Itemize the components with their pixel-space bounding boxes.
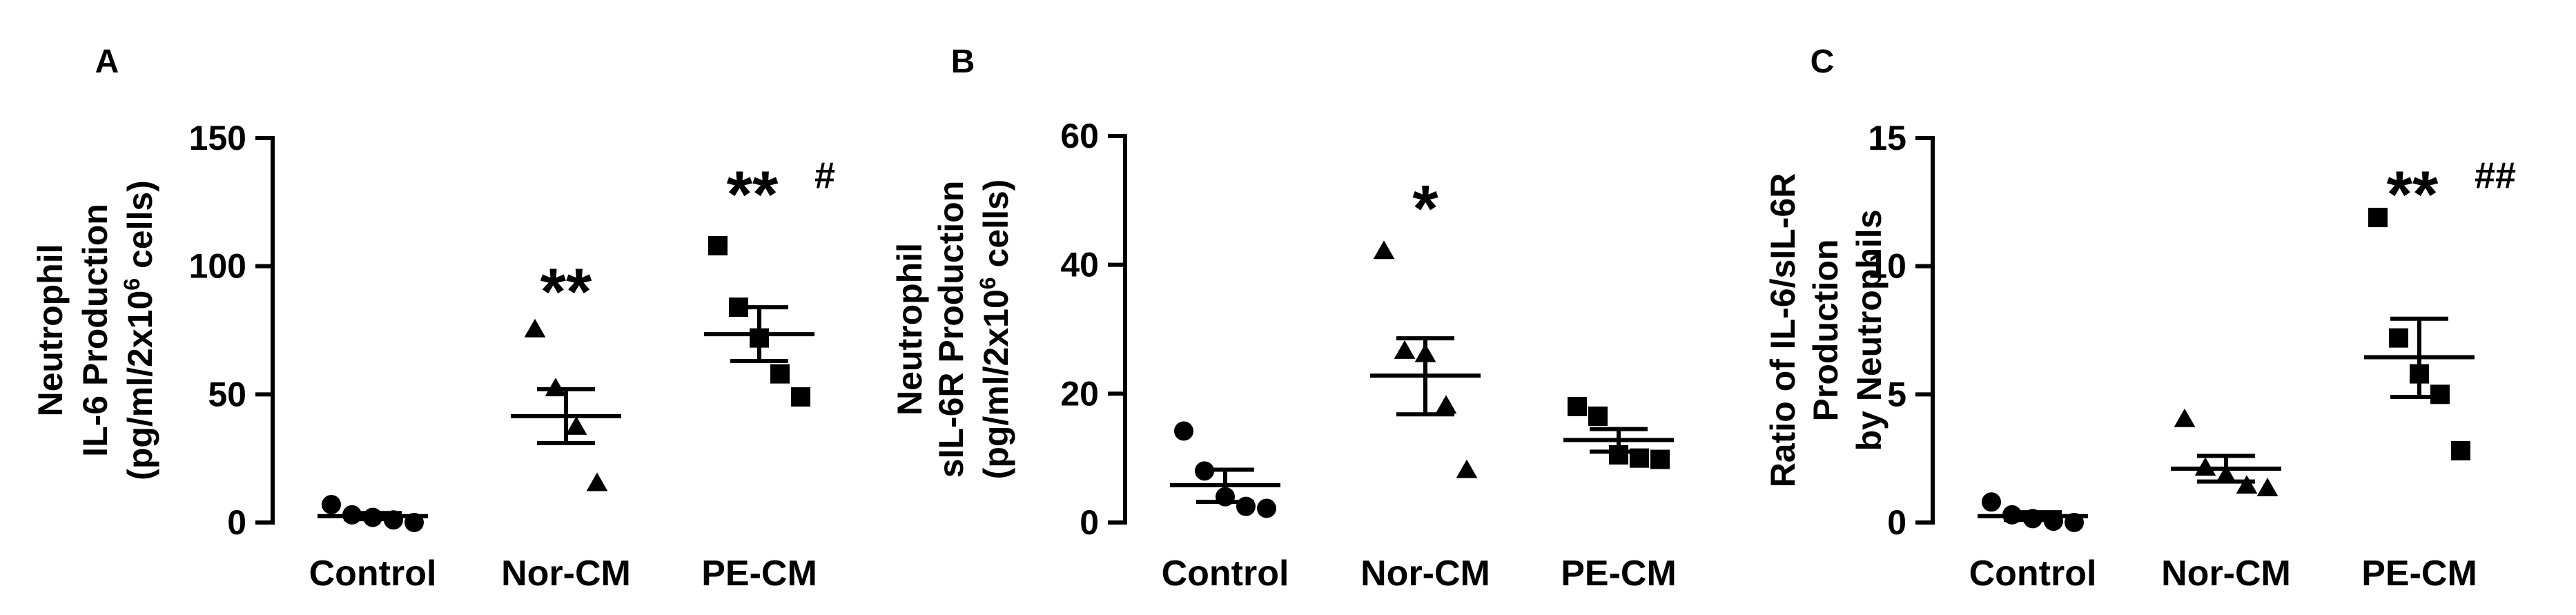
data-point-square xyxy=(2389,328,2408,348)
y-axis-label: Neutrophil xyxy=(31,244,70,417)
data-point-triangle xyxy=(2174,408,2196,427)
data-point-triangle xyxy=(1394,340,1416,359)
data-point-triangle xyxy=(1373,240,1395,260)
y-axis-label-part: 6 xyxy=(119,278,144,291)
y-axis-label: Neutrophil xyxy=(890,243,929,416)
y-axis-label: (pg/ml/2x106 cells) xyxy=(119,180,159,480)
x-category-label: Nor-CM xyxy=(2161,554,2291,594)
significance-hash: ## xyxy=(2475,155,2516,196)
y-tick-label: 50 xyxy=(208,375,246,413)
y-tick-label: 40 xyxy=(1060,246,1099,284)
y-tick-label: 15 xyxy=(1868,119,1906,157)
x-category-label: Control xyxy=(1969,554,2097,594)
y-tick-label: 0 xyxy=(1887,503,1906,542)
data-point-triangle xyxy=(2256,478,2279,496)
data-point-square xyxy=(1568,397,1587,416)
data-point-triangle xyxy=(1456,459,1478,478)
data-point-triangle xyxy=(586,472,608,491)
y-tick-label: 0 xyxy=(1080,503,1099,542)
x-category-label: Control xyxy=(309,554,437,594)
data-point-triangle xyxy=(524,318,546,338)
panel-label: B xyxy=(951,43,975,80)
panel-label: A xyxy=(95,43,119,80)
y-axis-label: sIL-6R Production xyxy=(932,181,970,478)
panel-b: B 0 20 40 60 Neutrophil sIL-6R Production (pg/m… xyxy=(890,43,1677,594)
x-category-label: Nor-CM xyxy=(501,554,631,594)
y-axis-label-part: 6 xyxy=(975,277,1000,289)
y-axis-label: by Neutrophils xyxy=(1850,209,1889,451)
data-point-square xyxy=(2430,384,2450,404)
data-point-triangle xyxy=(2194,457,2216,476)
data-point-triangle xyxy=(565,416,587,435)
significance-hash: # xyxy=(814,155,835,196)
y-axis-label: Ratio of IL-6/sIL-6R xyxy=(1764,173,1802,488)
y-axis-label: Production xyxy=(1806,240,1845,422)
data-point-circle xyxy=(1982,492,2001,512)
data-point-triangle xyxy=(2236,475,2258,494)
data-point-square xyxy=(2451,441,2470,461)
y-axis-label-part: cells) xyxy=(121,180,159,278)
panel-a: A 0 50 100 150 Neutrophil IL-6 Production (pg/m… xyxy=(31,43,835,594)
data-point-square xyxy=(791,387,810,407)
data-point-triangle xyxy=(1435,395,1457,414)
y-axis-label-part: cells) xyxy=(977,179,1015,277)
y-tick-label: 10 xyxy=(1868,247,1906,286)
y-axis-label-part: (pg/ml/2x10 xyxy=(121,291,159,480)
data-point-circle xyxy=(1257,498,1276,518)
panel-c: C 0 5 10 15 Ratio of IL-6/sIL-6R Production by … xyxy=(1764,43,2516,594)
x-category-label: PE-CM xyxy=(1561,554,1677,594)
y-axis-label: IL-6 Production xyxy=(76,204,115,457)
data-point-square xyxy=(2368,208,2388,228)
y-tick-label: 0 xyxy=(227,503,246,542)
data-point-square xyxy=(708,235,728,255)
data-point-square xyxy=(770,364,790,384)
y-tick-label: 100 xyxy=(189,247,246,286)
data-point-square xyxy=(1650,449,1670,469)
y-axis-label: (pg/ml/2x106 cells) xyxy=(975,179,1015,480)
x-category-label: PE-CM xyxy=(701,554,817,594)
y-axis-label-part: (pg/ml/2x10 xyxy=(977,289,1015,479)
data-point-circle xyxy=(1174,421,1193,441)
significance-stars: * xyxy=(1412,172,1438,246)
data-point-triangle xyxy=(545,378,567,397)
significance-stars: ** xyxy=(727,157,779,231)
data-point-circle xyxy=(322,495,341,515)
y-tick-label: 60 xyxy=(1060,117,1099,155)
y-tick-label: 150 xyxy=(189,119,246,157)
y-tick-label: 5 xyxy=(1887,375,1906,413)
x-category-label: Control xyxy=(1162,554,1289,594)
significance-stars: ** xyxy=(540,255,592,329)
significance-stars: ** xyxy=(2387,157,2439,231)
x-category-label: PE-CM xyxy=(2361,554,2477,594)
x-category-label: Nor-CM xyxy=(1360,554,1490,594)
y-tick-label: 20 xyxy=(1060,374,1099,413)
data-point-circle xyxy=(1236,496,1256,516)
panel-label: C xyxy=(1811,43,1835,80)
data-point-square xyxy=(1588,407,1608,426)
